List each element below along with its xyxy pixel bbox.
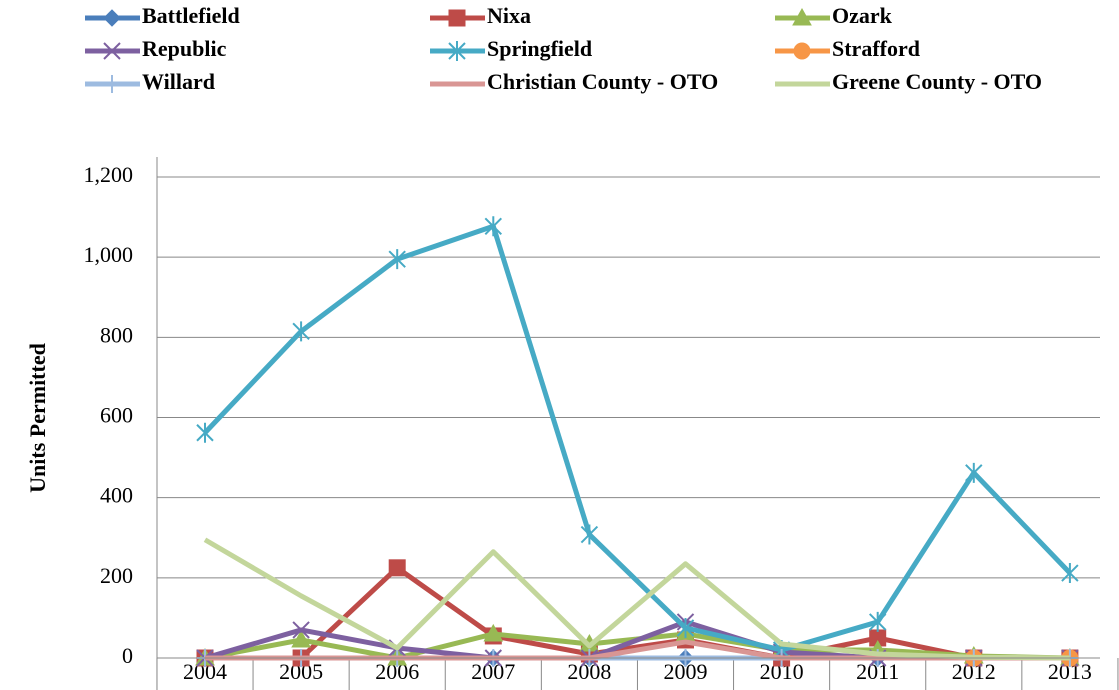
- marker: [448, 9, 466, 27]
- marker: [104, 75, 120, 93]
- marker: [196, 422, 214, 443]
- marker: [291, 629, 311, 648]
- marker: [676, 617, 695, 638]
- marker: [292, 321, 310, 342]
- legend-label: Ozark: [832, 3, 893, 28]
- y-tick-label: 0: [122, 643, 133, 668]
- series-line: [205, 565, 1070, 661]
- marker: [103, 42, 121, 60]
- marker: [793, 42, 811, 60]
- marker: [292, 621, 310, 639]
- legend-label: Springfield: [487, 36, 592, 61]
- legend-label: Christian County - OTO: [487, 69, 718, 94]
- legend-label: Battlefield: [142, 3, 240, 28]
- marker: [868, 611, 887, 632]
- marker: [103, 9, 121, 27]
- y-tick-label: 1,000: [84, 242, 134, 267]
- marker: [388, 559, 406, 577]
- legend-label: Nixa: [487, 3, 531, 28]
- y-tick-label: 400: [100, 483, 133, 508]
- marker: [448, 41, 466, 61]
- legend-label: Willard: [142, 69, 215, 94]
- marker: [580, 524, 599, 545]
- series: [203, 537, 1070, 661]
- legend-label: Strafford: [832, 36, 920, 61]
- legend-label: Greene County - OTO: [832, 69, 1042, 94]
- series-line: [203, 223, 1072, 653]
- y-tick-label: 200: [100, 563, 133, 588]
- y-tick-label: 600: [100, 403, 133, 428]
- marker: [388, 249, 406, 270]
- y-axis-label: Units Permitted: [25, 343, 50, 493]
- marker: [1061, 563, 1079, 584]
- legend-label: Republic: [142, 36, 227, 61]
- marker: [792, 7, 812, 26]
- y-tick-label: 1,200: [84, 162, 134, 187]
- marker: [483, 623, 504, 642]
- series-line: [203, 537, 1070, 661]
- marker: [965, 462, 983, 483]
- marker: [484, 216, 503, 237]
- y-tick-label: 800: [100, 322, 133, 347]
- series: [196, 216, 1079, 660]
